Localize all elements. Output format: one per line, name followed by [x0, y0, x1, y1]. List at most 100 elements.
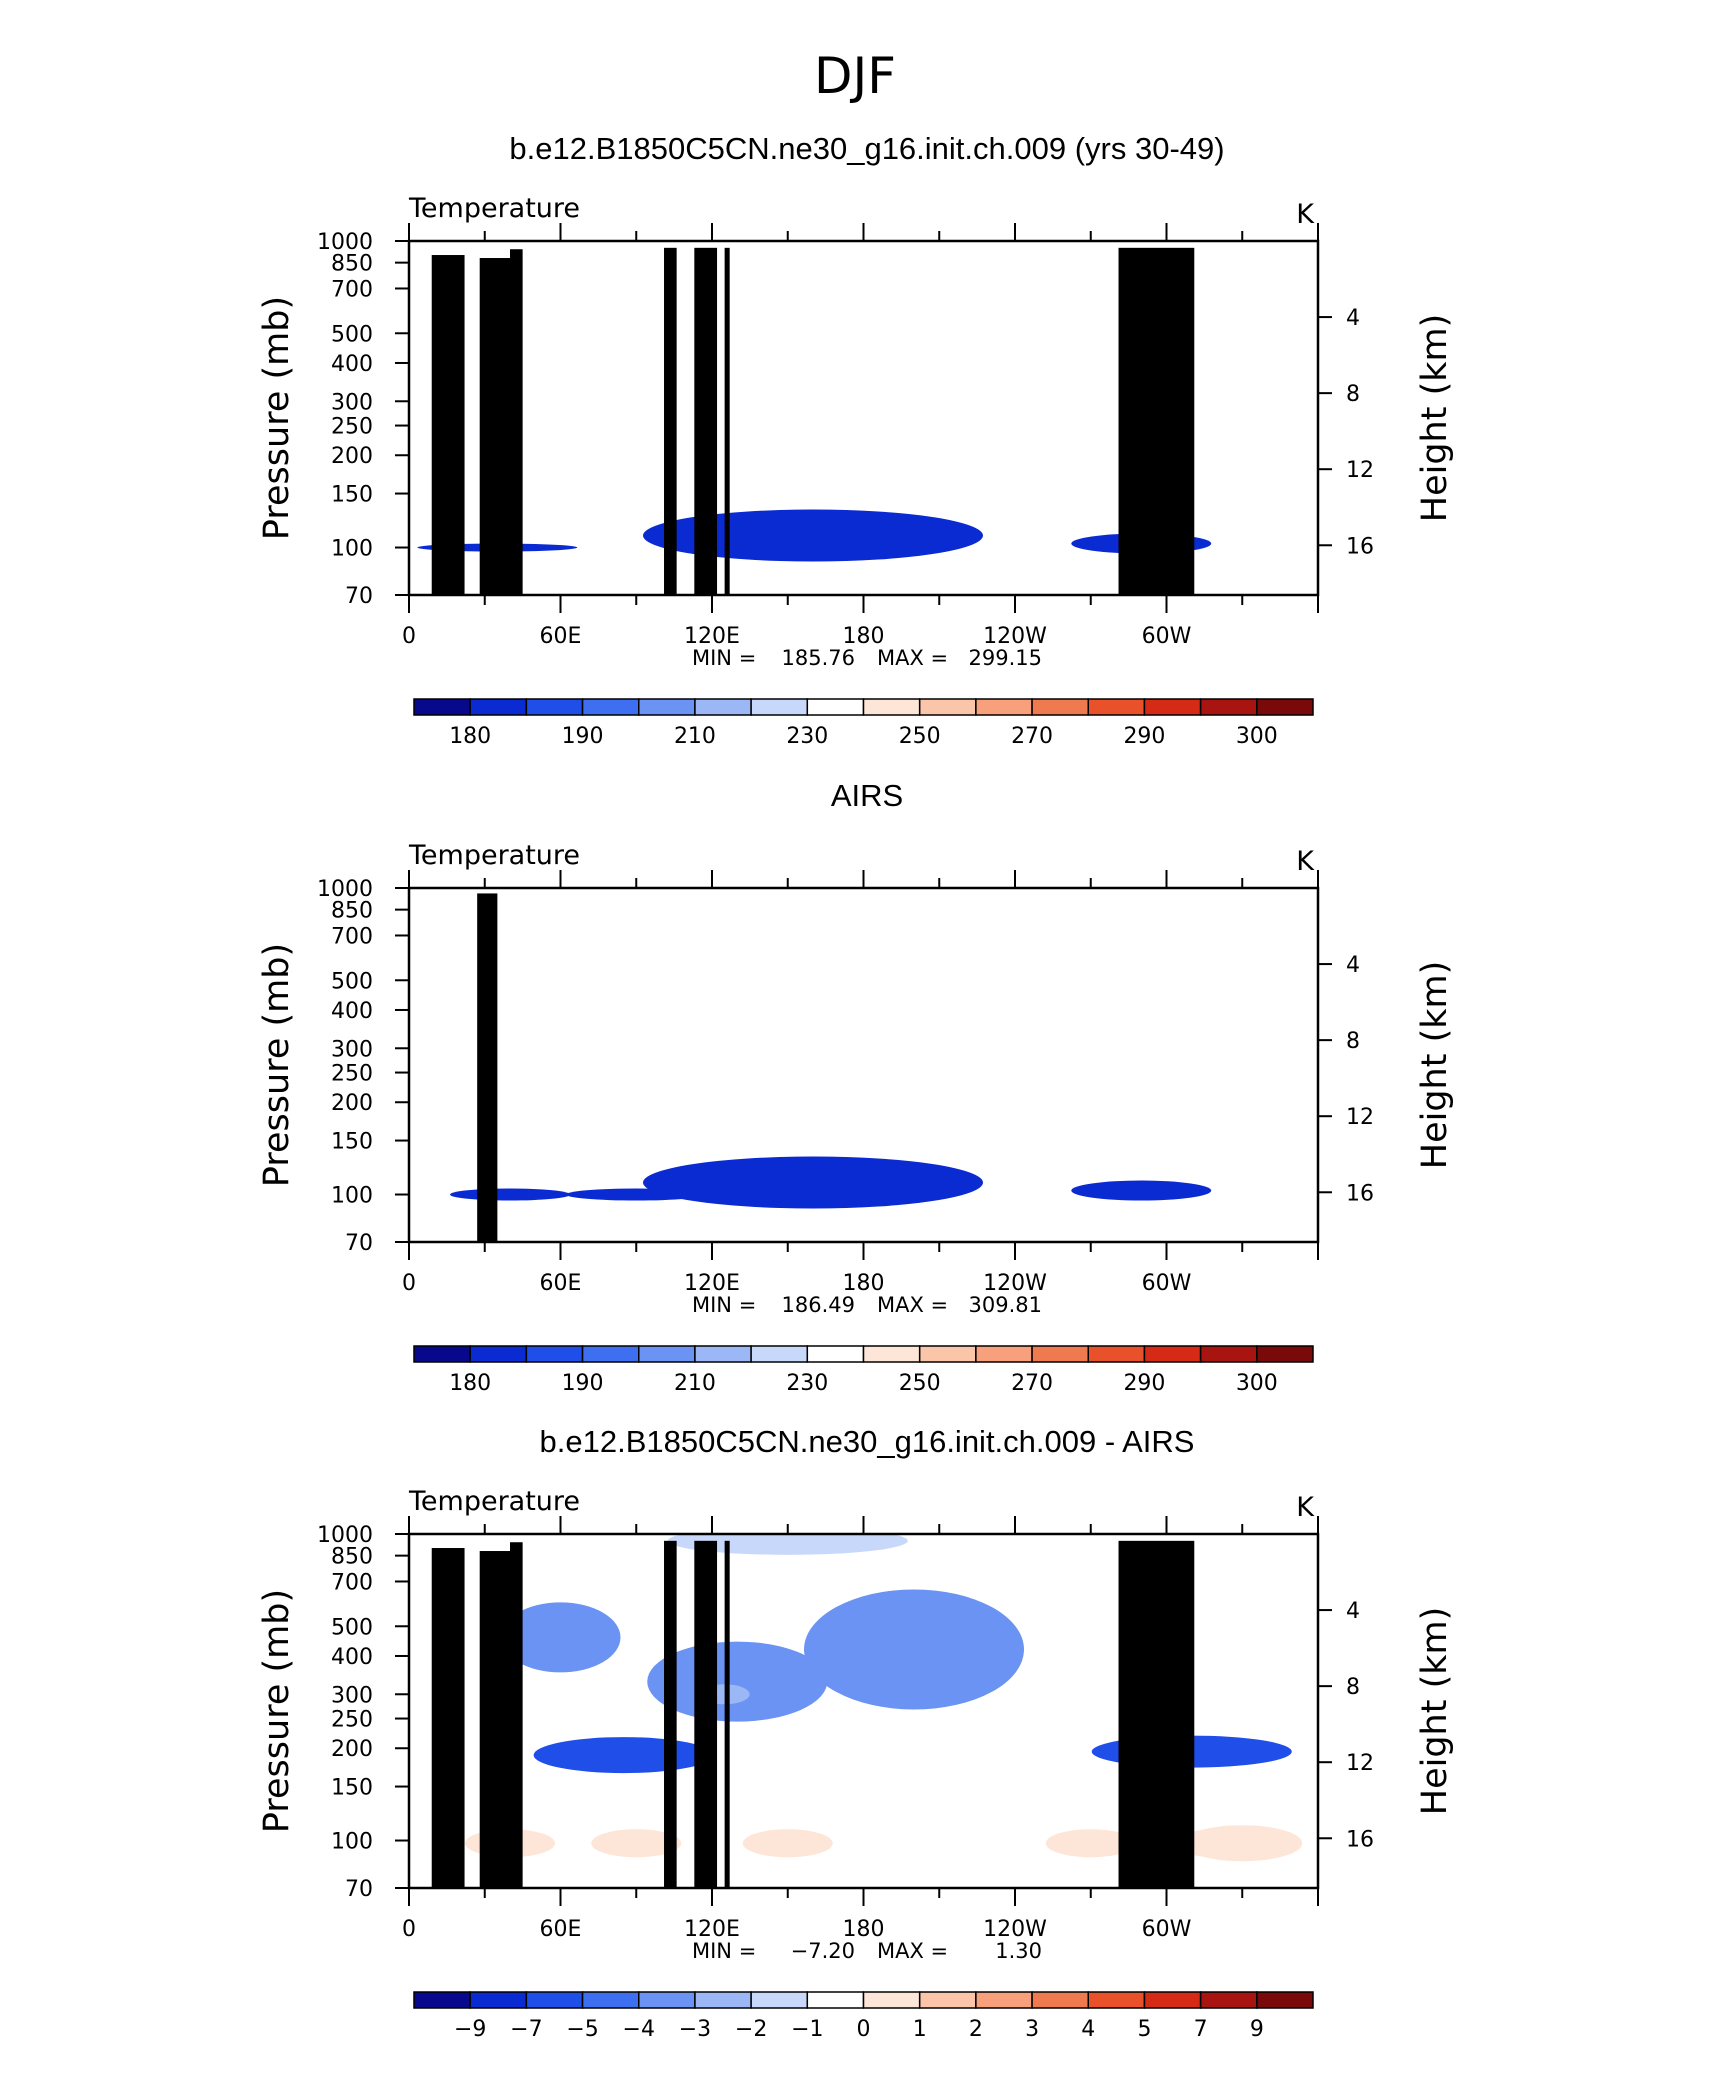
colorbar-label: 9 — [1250, 2017, 1264, 2042]
y-tick-label: 700 — [331, 924, 373, 949]
y-tick-label: 300 — [331, 1037, 373, 1062]
max-value: 309.81 — [969, 1293, 1042, 1317]
topography — [479, 258, 510, 595]
y-tick-label: 400 — [331, 999, 373, 1024]
x-tick-label: 180 — [843, 1917, 885, 1942]
panel-2: 0 60E 120E 180 120W 60W7010015020025030040050… — [257, 778, 1455, 1396]
warm-anomaly — [1182, 1825, 1303, 1862]
colorbar-swatch — [1199, 1991, 1258, 2009]
panel-title: b.e12.B1850C5CN.ne30_g16.init.ch.009 - A… — [540, 1424, 1195, 1459]
colorbar-label: 4 — [1081, 2017, 1095, 2042]
max-label: MAX = — [877, 1293, 948, 1317]
y-tick-label: 250 — [331, 1708, 373, 1733]
colorbar-swatch — [806, 698, 865, 716]
y-tick-label: 250 — [331, 415, 373, 440]
contour-field — [431, 1534, 1303, 1888]
units-label: K — [1296, 1492, 1315, 1523]
y-right-tick-label: 16 — [1346, 534, 1374, 559]
colorbar-swatch — [975, 1345, 1033, 1363]
colorbar-label: 230 — [786, 1371, 828, 1396]
colorbar-label: 250 — [899, 1371, 941, 1396]
y-tick-label: 1000 — [317, 230, 373, 255]
y-tick-label: 400 — [331, 1645, 373, 1670]
colorbar-swatch — [694, 1991, 752, 2009]
y-tick-label: 250 — [331, 1062, 373, 1087]
y-tick-label: 500 — [331, 969, 373, 994]
colorbar-label: 2 — [969, 2017, 983, 2042]
cold-anomaly — [450, 1188, 570, 1201]
x-tick-label: 0 — [402, 1917, 416, 1942]
colorbar-label: 180 — [449, 724, 491, 749]
colorbar-label: −7 — [510, 2017, 542, 2042]
y-axis-title: Pressure (mb) — [257, 296, 297, 540]
colorbar-label: 270 — [1011, 1371, 1053, 1396]
y-tick-label: 150 — [331, 1776, 373, 1801]
colorbar-swatch — [975, 1991, 1033, 2009]
colorbar-label: 300 — [1236, 724, 1278, 749]
colorbar-label: 210 — [674, 1371, 716, 1396]
topography — [510, 1542, 523, 1888]
topography — [694, 247, 718, 595]
x-tick-label: 0 — [402, 624, 416, 649]
y-tick-label: 200 — [331, 1091, 373, 1116]
y-tick-label: 100 — [331, 1184, 373, 1209]
y-tick-label: 850 — [331, 899, 373, 924]
min-label: MIN = — [692, 1293, 756, 1317]
colorbar-swatch — [862, 1345, 921, 1363]
x-tick-label: 0 — [402, 1271, 416, 1296]
warm-anomaly — [591, 1829, 682, 1858]
warm-anomaly — [1045, 1829, 1136, 1858]
topography — [477, 893, 498, 1242]
colorbar-label: −1 — [791, 2017, 823, 2042]
y-right-tick-label: 8 — [1346, 1675, 1360, 1700]
y-right-tick-label: 8 — [1346, 1029, 1360, 1054]
y-tick-label: 100 — [331, 1830, 373, 1855]
y-right-axis-title: Height (km) — [1415, 314, 1455, 523]
y-tick-label: 70 — [345, 1877, 373, 1902]
colorbar-swatch — [638, 1345, 696, 1363]
y-axis-title: Pressure (mb) — [257, 943, 297, 1187]
min-value: 185.76 — [782, 646, 855, 670]
colorbar: 180 190 210 230 250 270 290 300 — [413, 1345, 1314, 1396]
anomaly-region — [500, 1602, 621, 1673]
y-tick-label: 300 — [331, 390, 373, 415]
colorbar-label: 190 — [562, 1371, 604, 1396]
y-right-tick-label: 8 — [1346, 382, 1360, 407]
colorbar-swatch — [750, 1345, 809, 1363]
panel-title: b.e12.B1850C5CN.ne30_g16.init.ch.009 (yr… — [509, 131, 1224, 166]
colorbar-swatch — [694, 698, 752, 716]
colorbar-label: 210 — [674, 724, 716, 749]
cold-anomaly — [643, 509, 983, 562]
y-tick-label: 1000 — [317, 1523, 373, 1548]
x-tick-label: 120E — [684, 1271, 740, 1296]
colorbar-label: 190 — [562, 724, 604, 749]
x-tick-label: 120W — [983, 1917, 1047, 1942]
max-value: 1.30 — [995, 1939, 1042, 1963]
colorbar-label: −5 — [566, 2017, 598, 2042]
colorbar-swatch — [413, 698, 471, 716]
colorbar-swatch — [1256, 1345, 1314, 1363]
y-tick-label: 500 — [331, 322, 373, 347]
x-tick-label: 60E — [540, 1917, 582, 1942]
y-tick-label: 70 — [345, 1231, 373, 1256]
colorbar-swatch — [1199, 1345, 1258, 1363]
colorbar-swatch — [581, 1345, 640, 1363]
colorbar-swatch — [581, 1991, 640, 2009]
y-tick-label: 850 — [331, 252, 373, 277]
colorbar-swatch — [413, 1991, 471, 2009]
topography — [664, 247, 677, 595]
topography — [724, 1540, 730, 1888]
colorbar-swatch — [1031, 698, 1089, 716]
y-right-tick-label: 12 — [1346, 458, 1374, 483]
x-tick-label: 60W — [1142, 1917, 1192, 1942]
colorbar-label: −4 — [623, 2017, 655, 2042]
x-tick-label: 120W — [983, 624, 1047, 649]
y-right-tick-label: 16 — [1346, 1827, 1374, 1852]
panel-title: AIRS — [831, 778, 903, 813]
y-axis-title: Pressure (mb) — [257, 1589, 297, 1833]
colorbar-swatch — [525, 698, 584, 716]
anomaly-region — [533, 1737, 714, 1774]
colorbar-swatch — [469, 698, 528, 716]
y-right-tick-label: 12 — [1346, 1105, 1374, 1130]
